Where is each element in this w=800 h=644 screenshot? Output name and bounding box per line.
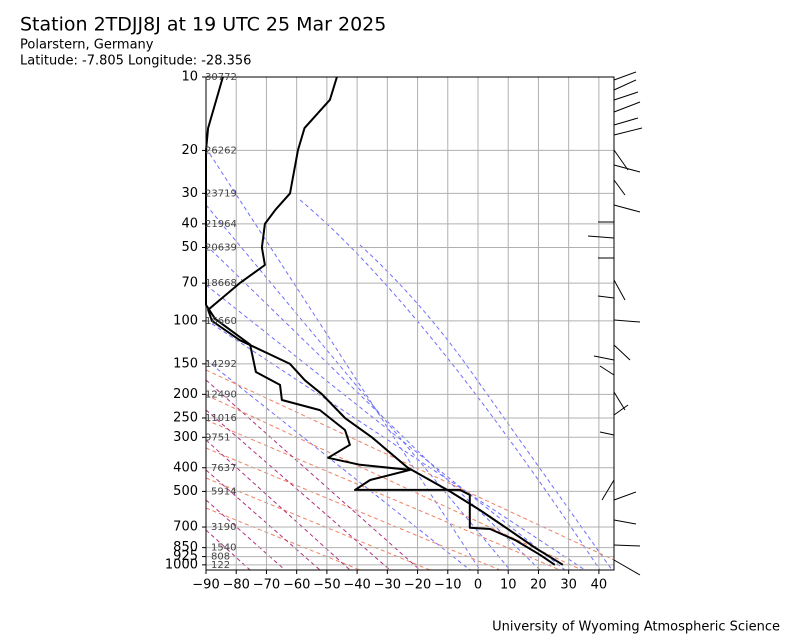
sounding-line [207,76,564,566]
x-tick-label: 0 [474,578,482,593]
x-tick-label: −60 [283,578,310,593]
height-label: 14292 [205,359,237,370]
reference-lines [206,147,614,570]
wind-barbs [587,71,643,576]
dry-adiabat [206,369,614,561]
moist-adiabat [206,359,471,570]
dry-adiabat [206,419,561,570]
credit-text: University of Wyoming Atmospheric Scienc… [492,620,780,635]
moist-adiabat [359,244,613,570]
y-tick-label: 850 [173,540,198,555]
height-label: 18668 [205,278,237,289]
mixing-ratio [206,379,421,570]
x-tick-label: −50 [313,578,340,593]
height-label: 808 [211,552,230,563]
x-tick-label: 40 [591,578,608,593]
x-tick-label: −30 [374,578,401,593]
plot-area [205,76,614,570]
moist-adiabat [206,284,566,570]
y-tick-label: 1000 [165,557,198,572]
height-label: 23719 [205,188,237,199]
y-tick-label: 10 [181,70,198,85]
y-tick-label: 400 [173,460,198,475]
moist-adiabat [299,199,601,570]
location-text: Latitude: -7.805 Longitude: -28.356 [20,54,251,69]
mixing-ratio [206,529,251,570]
x-tick-label: −80 [223,578,250,593]
x-tick-label: −90 [192,578,219,593]
y-tick-label: 40 [181,216,198,231]
chart-title: Station 2TDJJ8J at 19 UTC 25 Mar 2025 [20,14,386,36]
height-label: 20639 [205,242,237,253]
x-tick-label: 30 [560,578,577,593]
y-tick-label: 100 [173,313,198,328]
height-label: 12490 [205,389,237,400]
height-label: 11016 [205,413,237,424]
dry-adiabat [206,477,431,570]
mixing-ratio [206,409,391,570]
height-label: 16660 [205,316,237,327]
y-tick-label: 50 [181,240,198,255]
x-tick-label: −20 [404,578,431,593]
y-tick-label: 500 [173,484,198,499]
axes-frame [205,76,615,571]
height-label: 26262 [205,145,237,156]
y-tick-label: 150 [173,356,198,371]
y-tick-label: 250 [173,410,198,425]
height-label: 7637 [211,463,236,474]
y-tick-label: 20 [181,143,198,158]
height-label: 3190 [211,522,236,533]
chart-subtitle: Polarstern, Germany [20,38,154,53]
height-label: 122 [211,560,230,571]
mixing-ratio [206,499,286,570]
y-tick-label: 200 [173,387,198,402]
height-label: 1540 [211,543,236,554]
x-tick-label: −40 [343,578,370,593]
y-tick-label: 700 [173,520,198,535]
moist-adiabat [206,204,511,570]
height-label: 9751 [205,432,230,443]
x-tick-label: 20 [530,578,547,593]
x-tick-label: −10 [434,578,461,593]
moist-adiabat [206,319,586,570]
x-tick-label: 10 [500,578,517,593]
mixing-ratio [206,469,321,570]
moist-adiabat [206,147,481,570]
mixing-ratio [206,439,351,570]
height-label: 5914 [211,486,236,497]
y-tick-label: 30 [181,186,198,201]
x-tick-label: −70 [253,578,280,593]
height-label: 21964 [205,219,237,230]
y-tick-label: 70 [181,276,198,291]
height-label: 30772 [205,72,237,83]
y-tick-label: 300 [173,430,198,445]
y-tick-label: 925 [173,549,198,564]
moist-adiabat [206,244,541,570]
